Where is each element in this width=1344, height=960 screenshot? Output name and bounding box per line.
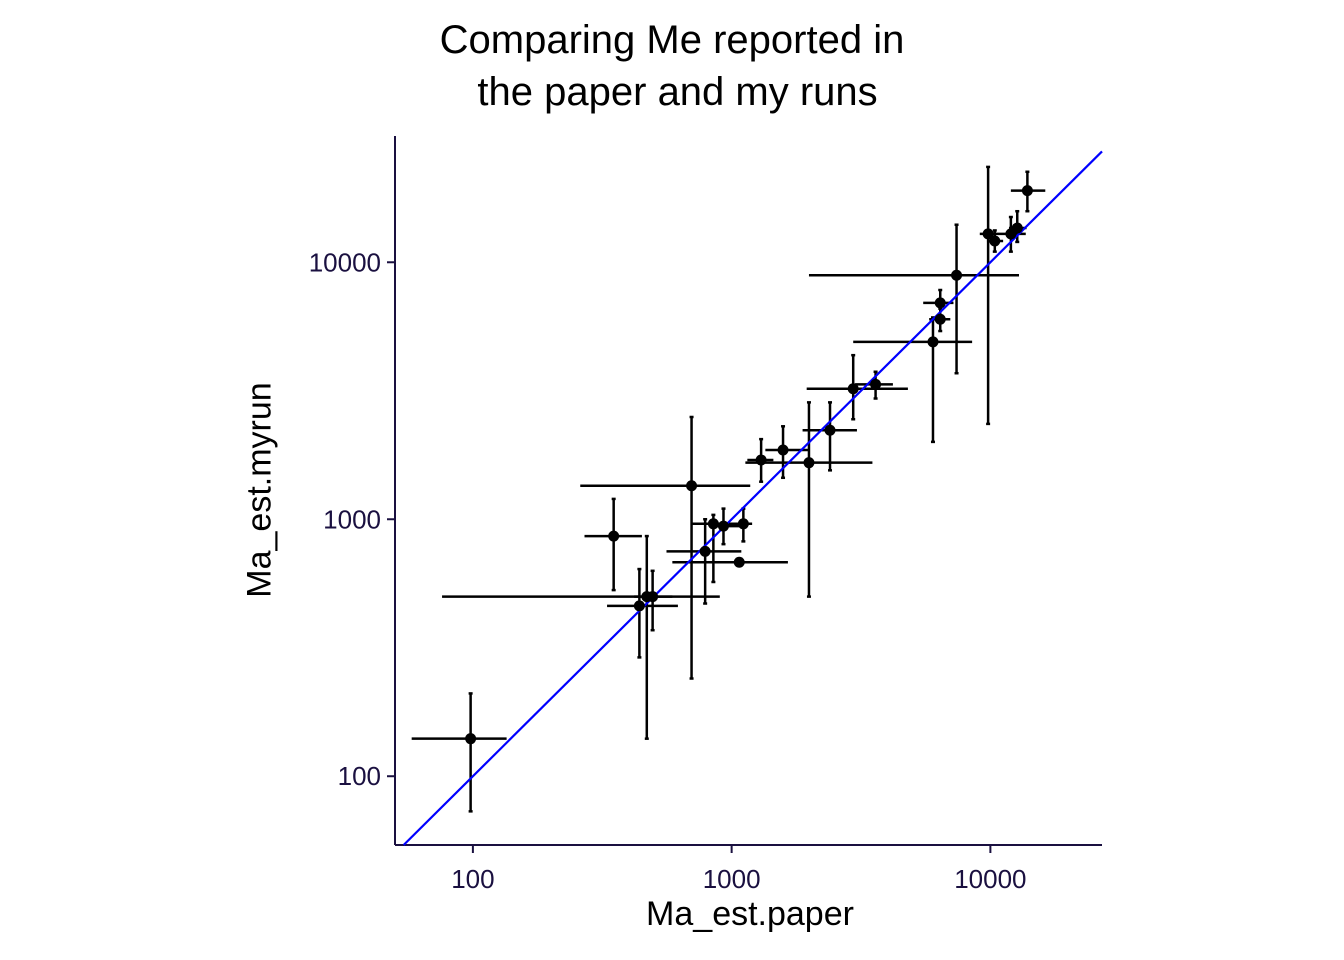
chart-title-line-2: the paper and my runs <box>466 70 878 114</box>
data-point <box>927 336 939 348</box>
data-point <box>717 520 729 532</box>
error-bars <box>411 165 1046 813</box>
x-tick-label: 10000 <box>954 864 1026 894</box>
y-axis-label: Ma_est.myrun <box>240 382 279 598</box>
data-point <box>686 480 698 492</box>
data-point <box>824 424 836 436</box>
x-tick-label: 100 <box>451 864 494 894</box>
data-point <box>989 235 1001 247</box>
chart-title-line-1: Comparing Me reported in <box>439 18 905 62</box>
data-point <box>707 518 719 530</box>
data-point <box>733 556 745 568</box>
data-point <box>465 733 477 745</box>
data-point <box>755 454 767 466</box>
data-point <box>633 600 645 612</box>
data-point <box>608 530 620 542</box>
y-tick-label: 1000 <box>323 504 381 534</box>
data-point <box>934 313 946 325</box>
x-ticks: 100 1000 10000 <box>451 845 1027 894</box>
data-point <box>934 297 946 309</box>
identity-reference-line <box>402 150 1103 846</box>
y-tick-label: 100 <box>338 761 381 791</box>
data-point <box>647 591 659 603</box>
data-points <box>465 185 1033 745</box>
data-point <box>951 269 963 281</box>
data-point <box>803 457 815 469</box>
y-ticks: 100 1000 10000 <box>309 247 395 791</box>
data-point <box>699 545 711 557</box>
y-tick-label: 10000 <box>309 247 381 277</box>
data-point <box>847 383 859 395</box>
data-point <box>1021 185 1033 197</box>
data-point <box>737 518 749 530</box>
data-point <box>1011 222 1023 234</box>
x-tick-label: 1000 <box>703 864 761 894</box>
data-point <box>777 444 789 456</box>
x-axis-label: Ma_est.paper <box>646 895 854 933</box>
data-point <box>982 228 994 240</box>
axes <box>394 136 1102 846</box>
data-point <box>870 378 882 390</box>
